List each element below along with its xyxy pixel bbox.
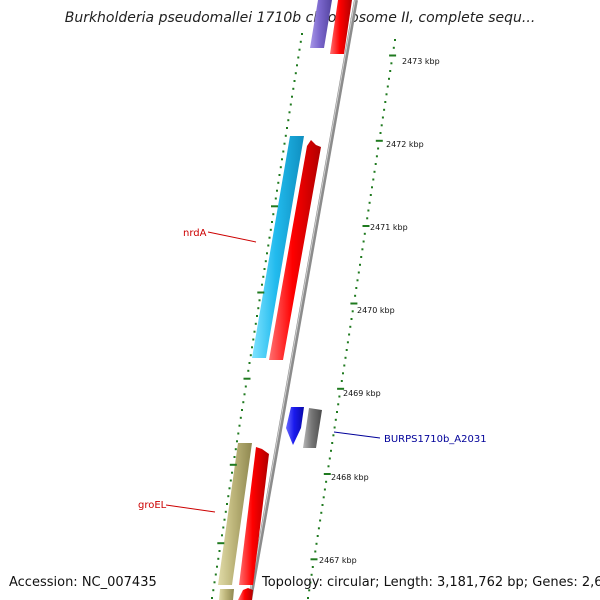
gene-label-nrdA[interactable]: nrdA (183, 228, 207, 239)
khaki-feature-bottom[interactable] (219, 589, 234, 600)
tick-label-2471: 2471 kbp (370, 223, 408, 232)
sequence-backbone (248, 0, 358, 600)
nrdA-leader-line (207, 231, 257, 243)
gene-label-burps1710b-a2031[interactable]: BURPS1710b_A2031 (384, 434, 487, 445)
burps-leader-line (333, 431, 381, 439)
left-dotted-track (211, 33, 303, 599)
red-cds-nrdA[interactable] (269, 140, 321, 360)
red-cds-top[interactable] (330, 0, 352, 54)
sequence-backbone-highlight (248, 0, 356, 600)
tick-label-2473: 2473 kbp (402, 57, 440, 66)
nrdA-gene-feature[interactable] (252, 136, 304, 358)
right-dotted-track (307, 39, 397, 599)
groEL-leader-line (165, 504, 216, 513)
red-cds-groEL[interactable] (239, 447, 269, 585)
tick-label-2469: 2469 kbp (343, 389, 381, 398)
gene-label-groEL[interactable]: groEL (138, 500, 167, 511)
tick-label-2468: 2468 kbp (331, 473, 369, 482)
blue-feature[interactable] (286, 407, 304, 445)
purple-feature[interactable] (310, 0, 332, 48)
tick-label-2472: 2472 kbp (386, 140, 424, 149)
red-cds-bottom[interactable] (238, 588, 253, 600)
map-title: Burkholderia pseudomallei 1710b chromoso… (64, 10, 536, 26)
accession-text: Accession: NC_007435 (9, 575, 157, 590)
gray-feature[interactable] (303, 408, 322, 448)
tick-label-2467: 2467 kbp (319, 556, 357, 565)
sequence-summary-text: Topology: circular; Length: 3,181,762 bp… (262, 575, 600, 590)
tick-label-2470: 2470 kbp (357, 306, 395, 315)
groEL-gene-feature[interactable] (218, 443, 252, 585)
